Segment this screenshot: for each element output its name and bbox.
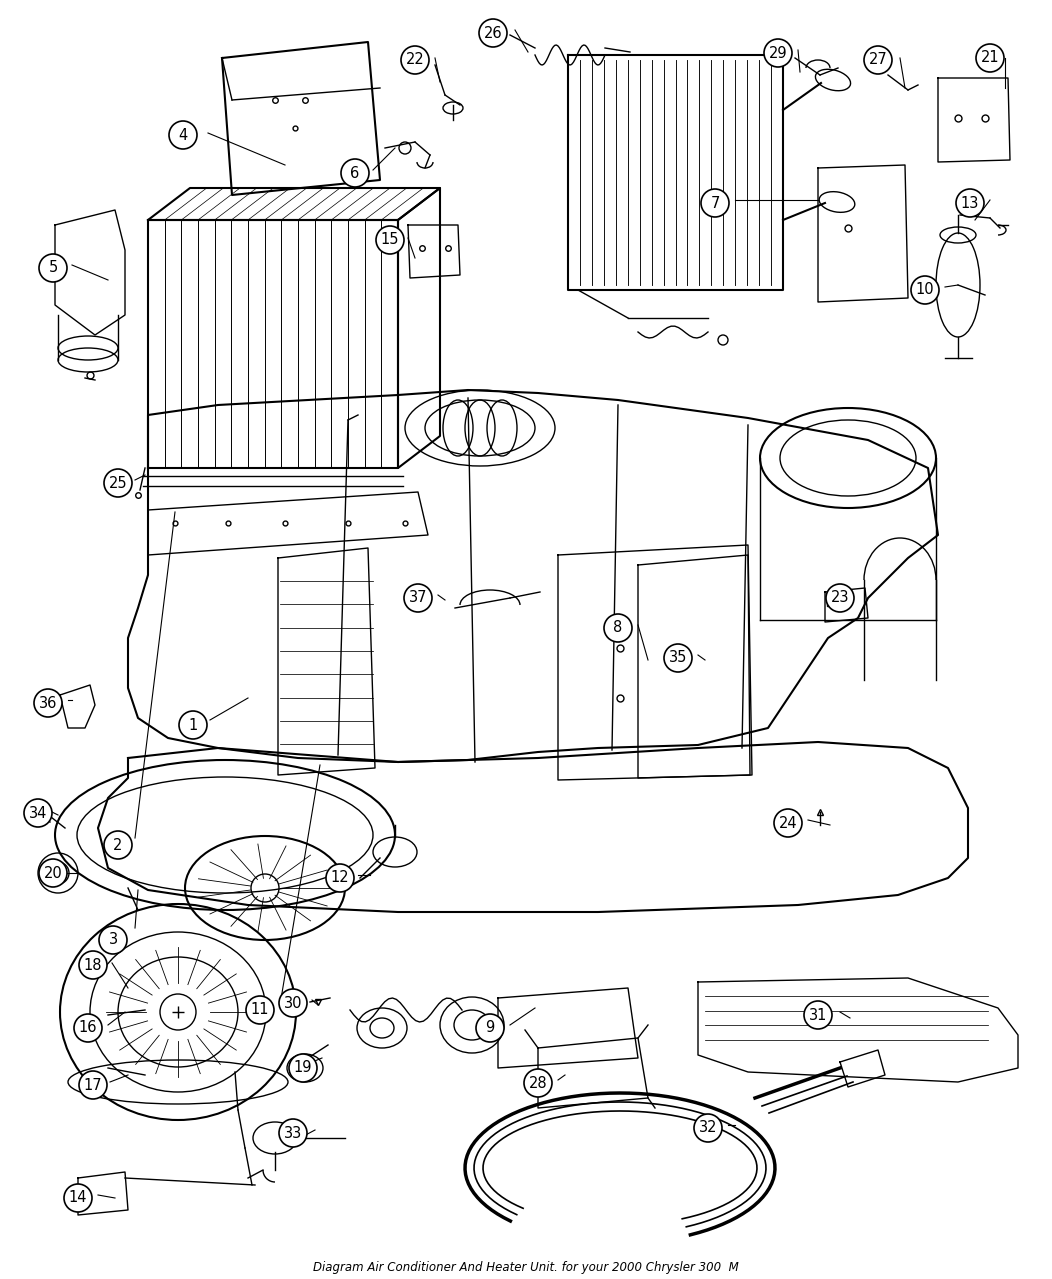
Text: 22: 22 [406, 52, 424, 68]
Text: 35: 35 [669, 651, 687, 665]
Text: 16: 16 [79, 1021, 97, 1036]
Circle shape [764, 38, 792, 67]
Text: 2: 2 [114, 838, 123, 853]
Circle shape [864, 46, 892, 74]
Text: 10: 10 [915, 283, 934, 298]
Circle shape [976, 43, 1004, 72]
Circle shape [74, 1014, 102, 1042]
Text: 23: 23 [831, 591, 849, 605]
Circle shape [774, 810, 802, 836]
Circle shape [826, 585, 854, 611]
Text: 8: 8 [613, 620, 623, 636]
Text: 36: 36 [39, 696, 57, 711]
Text: 24: 24 [778, 816, 797, 830]
Circle shape [911, 276, 939, 304]
Text: 4: 4 [179, 128, 187, 142]
Text: 28: 28 [529, 1076, 547, 1091]
Text: 18: 18 [84, 958, 102, 972]
Circle shape [279, 1119, 307, 1147]
Text: 1: 1 [188, 718, 198, 733]
Circle shape [99, 926, 127, 954]
Text: 20: 20 [43, 866, 62, 880]
Circle shape [39, 255, 67, 281]
Text: 11: 11 [250, 1003, 269, 1018]
Text: 21: 21 [980, 50, 999, 65]
Circle shape [476, 1014, 504, 1042]
Circle shape [694, 1114, 722, 1142]
Circle shape [524, 1069, 552, 1097]
Text: 14: 14 [68, 1191, 87, 1206]
Text: Diagram Air Conditioner And Heater Unit. for your 2000 Chrysler 300  M: Diagram Air Conditioner And Heater Unit.… [313, 1261, 739, 1274]
Circle shape [79, 952, 107, 978]
Circle shape [604, 614, 632, 642]
Text: 31: 31 [809, 1008, 827, 1022]
Circle shape [279, 989, 307, 1017]
Circle shape [79, 1071, 107, 1099]
Text: 12: 12 [330, 871, 349, 885]
Circle shape [246, 996, 274, 1024]
Circle shape [39, 859, 67, 888]
Circle shape [664, 645, 692, 671]
Circle shape [24, 799, 52, 828]
Text: 7: 7 [710, 196, 720, 211]
Text: 13: 13 [960, 196, 979, 211]
Circle shape [326, 865, 355, 891]
Circle shape [376, 226, 404, 255]
Circle shape [341, 159, 369, 187]
Text: 19: 19 [294, 1060, 312, 1076]
Circle shape [104, 831, 132, 859]
Text: 30: 30 [284, 995, 302, 1010]
Text: 29: 29 [769, 46, 787, 60]
Circle shape [956, 189, 984, 217]
Text: 34: 34 [28, 806, 47, 821]
Text: 6: 6 [350, 165, 360, 180]
Circle shape [701, 189, 729, 217]
Circle shape [804, 1001, 832, 1030]
Text: 32: 32 [699, 1120, 717, 1136]
Text: 33: 33 [284, 1126, 302, 1141]
Text: 26: 26 [484, 26, 502, 41]
Circle shape [289, 1054, 317, 1082]
Circle shape [64, 1184, 92, 1212]
Circle shape [401, 46, 429, 74]
Text: 25: 25 [108, 476, 127, 491]
Circle shape [104, 469, 132, 498]
Circle shape [479, 19, 507, 47]
Circle shape [34, 689, 62, 718]
Circle shape [169, 122, 197, 148]
Text: 9: 9 [485, 1021, 494, 1036]
Text: 5: 5 [48, 261, 58, 275]
Circle shape [404, 585, 432, 611]
Text: 17: 17 [84, 1077, 102, 1092]
Text: 15: 15 [381, 233, 400, 248]
Text: 27: 27 [869, 52, 888, 68]
Text: 37: 37 [409, 591, 427, 605]
Circle shape [179, 711, 207, 739]
Text: 3: 3 [108, 932, 118, 948]
